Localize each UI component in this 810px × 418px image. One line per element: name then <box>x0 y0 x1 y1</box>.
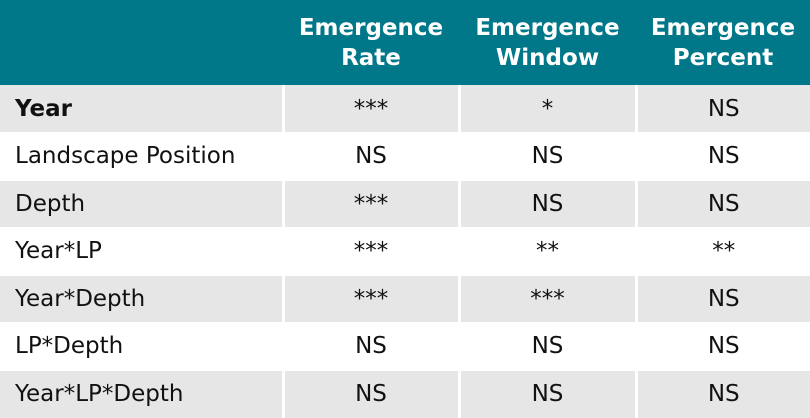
percent-cell: NS <box>634 179 810 228</box>
header-corner <box>0 0 283 85</box>
window-cell: NS <box>457 132 636 180</box>
rate-cell: *** <box>281 179 459 228</box>
header-line: Rate <box>341 44 401 71</box>
percent-cell: ** <box>634 227 810 275</box>
table-row: Year*Depth *** *** NS <box>0 274 810 323</box>
window-cell: *** <box>457 274 636 323</box>
table-row: Depth *** NS NS <box>0 179 810 228</box>
table-row: LP*Depth NS NS NS <box>0 322 810 370</box>
row-label: Year*LP <box>0 227 283 275</box>
window-cell: * <box>457 85 636 133</box>
table-row: Landscape Position NS NS NS <box>0 132 810 180</box>
table-row: Year*LP *** ** ** <box>0 227 810 275</box>
row-label: Year*Depth <box>0 274 283 323</box>
header-line: Emergence <box>475 14 620 41</box>
header-emergence-rate: Emergence Rate <box>283 0 459 85</box>
window-cell: NS <box>457 179 636 228</box>
header-line: Emergence <box>650 14 796 41</box>
header-row: Emergence Rate Emergence Window Emergenc… <box>0 0 810 85</box>
table-row: Year *** * NS <box>0 85 810 133</box>
header-emergence-percent: Emergence Percent <box>636 0 810 85</box>
header-emergence-window: Emergence Window <box>459 0 636 85</box>
row-label: LP*Depth <box>0 322 283 370</box>
percent-cell: NS <box>634 369 810 418</box>
row-label: Landscape Position <box>0 132 283 180</box>
rate-cell: NS <box>281 322 459 370</box>
rate-cell: *** <box>281 85 459 133</box>
percent-cell: NS <box>634 274 810 323</box>
row-label: Depth <box>0 179 283 228</box>
rate-cell: NS <box>281 369 459 418</box>
window-cell: NS <box>457 369 636 418</box>
header-line: Window <box>495 44 600 71</box>
row-label: Year*LP*Depth <box>0 369 283 418</box>
header-line: Emergence <box>298 14 444 41</box>
percent-cell: NS <box>634 132 810 180</box>
window-cell: ** <box>457 227 636 275</box>
rate-cell: NS <box>281 132 459 180</box>
row-label: Year <box>0 85 283 133</box>
percent-cell: NS <box>634 322 810 370</box>
table-row: Year*LP*Depth NS NS NS <box>0 369 810 418</box>
header-line: Percent <box>672 44 774 71</box>
rate-cell: *** <box>281 227 459 275</box>
rate-cell: *** <box>281 274 459 323</box>
window-cell: NS <box>457 322 636 370</box>
percent-cell: NS <box>634 85 810 133</box>
